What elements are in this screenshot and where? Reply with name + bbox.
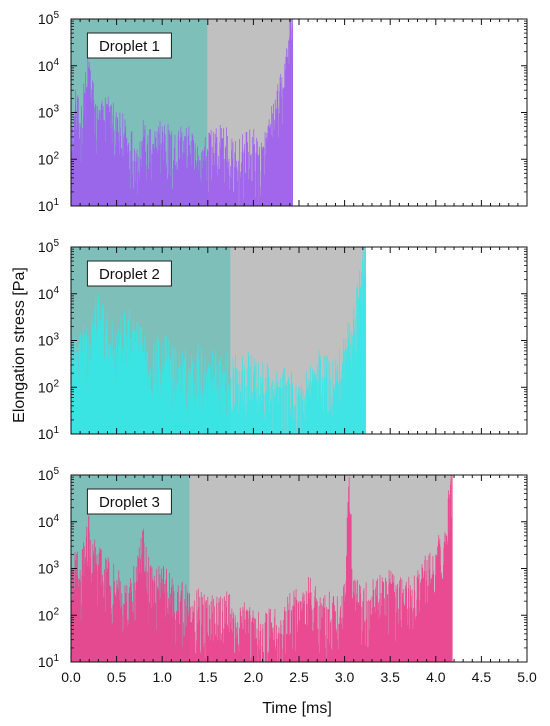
label-box-frame [86, 488, 172, 515]
y-tick-label: 102 [38, 150, 60, 167]
y-tick-label: 103 [38, 332, 60, 349]
y-tick-label: 102 [38, 378, 60, 395]
panel-label-box: Droplet 2 [86, 260, 172, 287]
panel-2: 101 102 103 104 105 Droplet 2 [38, 238, 528, 442]
x-tick-label: 4.5 [472, 669, 492, 685]
x-tick-label: 3.0 [335, 669, 355, 685]
x-tick-label: 1.0 [152, 669, 172, 685]
panel-label: Droplet 1 [99, 38, 160, 55]
x-tick-label: 3.5 [380, 669, 400, 685]
x-tick-label: 2.0 [244, 669, 264, 685]
y-tick-label: 103 [38, 560, 60, 577]
y-tick-label: 103 [38, 104, 60, 121]
panel-label: Droplet 3 [99, 494, 160, 511]
y-axis-title: Elongation stress [Pa] [11, 267, 28, 423]
panel-label-box: Droplet 1 [86, 32, 172, 59]
y-tick-label: 105 [38, 238, 60, 255]
x-tick-label: 4.0 [426, 669, 446, 685]
y-tick-label: 104 [38, 57, 60, 74]
y-tick-label: 105 [38, 466, 60, 483]
label-box-frame [86, 32, 172, 59]
y-tick-label: 101 [38, 653, 60, 670]
panel-3: 101 102 103 104 105 Droplet 3 [38, 466, 528, 670]
panel-label: Droplet 2 [99, 266, 160, 283]
x-axis-title: Time [ms] [262, 700, 332, 717]
y-tick-label: 102 [38, 606, 60, 623]
panel-1: 101 102 103 104 105 Droplet 1 [38, 10, 528, 214]
x-tick-label: 1.5 [198, 669, 218, 685]
signal-trace [70, 19, 294, 206]
x-tick-label: 2.5 [289, 669, 309, 685]
x-tick-label: 0.0 [61, 669, 81, 685]
label-box-frame [86, 260, 172, 287]
y-tick-label: 104 [38, 513, 60, 530]
panel-label-box: Droplet 3 [86, 488, 172, 515]
y-tick-label: 101 [38, 197, 60, 214]
y-tick-label: 105 [38, 10, 60, 27]
y-tick-label: 104 [38, 285, 60, 302]
x-tick-label: 5.0 [517, 669, 537, 685]
y-tick-label: 101 [38, 425, 60, 442]
x-tick-label: 0.5 [107, 669, 127, 685]
